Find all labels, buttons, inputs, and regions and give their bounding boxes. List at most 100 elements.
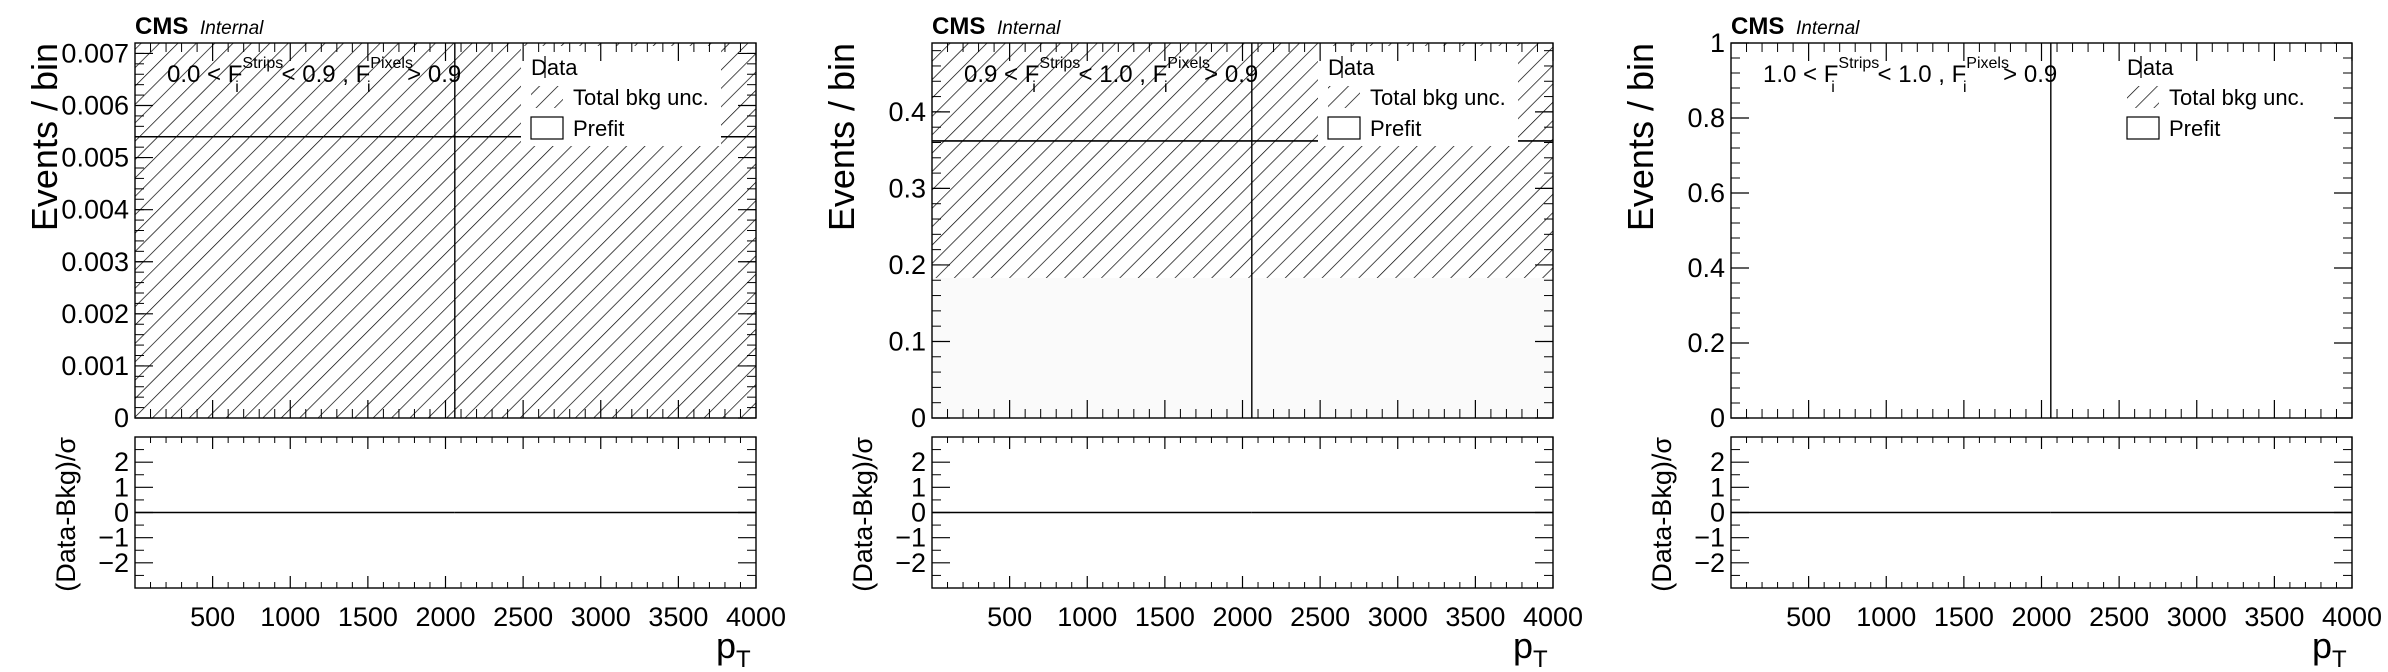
y-tick-label-3: 0.003: [61, 247, 129, 277]
band-below-fill: [932, 277, 1553, 418]
cms-label: CMS: [1731, 13, 1784, 40]
y-tick-label-5: 0.005: [61, 143, 129, 173]
y-tick-label-0: 0: [911, 403, 926, 433]
ratio-axis-title: (Data-Bkg)/σ: [1647, 437, 1677, 592]
x-tick-label-2: 1500: [1934, 602, 1994, 632]
legend-bkg-unc-swatch: [1328, 86, 1360, 108]
ratio-tick-label-2: 0: [114, 498, 129, 528]
cms-label: CMS: [135, 13, 188, 40]
legend-prefit-swatch: [1327, 116, 1361, 140]
x-tick-label-3: 2000: [1212, 602, 1272, 632]
cut-pixels-sup: Pixels: [370, 55, 413, 72]
x-tick-label-6: 3500: [2244, 602, 2304, 632]
cut-pixels-sup: Pixels: [1966, 55, 2009, 72]
x-axis-title: pT: [2312, 625, 2347, 672]
ratio-tick-label-2: 0: [1710, 498, 1725, 528]
selection-label: 0.0 < FStrips i < 0.9 , FPixels i > 0.9: [167, 55, 461, 96]
y-tick-label-1: 0.2: [1687, 328, 1725, 358]
x-tick-label-7: 4000: [1523, 602, 1583, 632]
legend-prefit-label: Prefit: [573, 116, 624, 141]
cut-pixels-sup: Pixels: [1167, 55, 1210, 72]
x-tick-label-4: 2500: [1290, 602, 1350, 632]
y-axis-title: Events / bin: [821, 43, 862, 231]
cut-f1: < F: [997, 61, 1039, 88]
ratio-tick-label-4: −2: [895, 548, 926, 578]
ratio-tick-label-3: −1: [98, 523, 129, 553]
y-tick-label-1: 0.1: [888, 326, 926, 356]
cut-f2: , F: [1932, 61, 1967, 88]
x-tick-label-0: 500: [190, 602, 235, 632]
x-axis-title-sub: T: [736, 646, 751, 672]
y-tick-label-2: 0.4: [1687, 253, 1725, 283]
x-tick-label-7: 4000: [726, 602, 786, 632]
cut-lo: 1.0: [1763, 61, 1796, 88]
ratio-tick-label-0: 2: [114, 447, 129, 477]
x-tick-label-2: 1500: [338, 602, 398, 632]
legend-bkg-unc-label: Total bkg unc.: [1370, 85, 1506, 110]
selection-label: 0.9 < FStrips i < 1.0 , FPixels i > 0.9: [964, 55, 1258, 96]
x-axis-title-p: p: [1513, 625, 1533, 666]
cut-hi: 0.9: [302, 61, 335, 88]
x-axis-title-sub: T: [2332, 646, 2347, 672]
y-tick-label-0: 0: [114, 403, 129, 433]
x-tick-label-0: 500: [987, 602, 1032, 632]
legend-prefit-label: Prefit: [1370, 116, 1421, 141]
y-tick-label-3: 0.3: [888, 173, 926, 203]
y-tick-label-5: 1: [1710, 28, 1725, 58]
cut-strips-sup: Strips: [242, 55, 283, 72]
cut-gt: >: [1198, 61, 1225, 88]
ratio-tick-label-1: 1: [114, 472, 129, 502]
cut-sub-1: i: [1032, 79, 1036, 96]
y-tick-label-4: 0.8: [1687, 103, 1725, 133]
cut-lt-2: <: [282, 61, 303, 88]
x-tick-label-1: 1000: [260, 602, 320, 632]
ratio-axis-title: (Data-Bkg)/σ: [848, 437, 878, 592]
ratio-tick-label-0: 2: [1710, 447, 1725, 477]
legend-bkg-unc-label: Total bkg unc.: [573, 85, 709, 110]
x-tick-label-1: 1000: [1057, 602, 1117, 632]
y-axis-title: Events / bin: [24, 43, 65, 231]
ratio-tick-label-4: −2: [1694, 548, 1725, 578]
cut-f1: < F: [1796, 61, 1838, 88]
internal-label: Internal: [997, 18, 1061, 39]
y-axis-title: Events / bin: [1620, 43, 1661, 231]
legend: Data Total bkg unc. Prefit: [1318, 46, 1518, 146]
x-tick-label-7: 4000: [2322, 602, 2382, 632]
y-tick-label-0: 0: [1710, 403, 1725, 433]
ratio-tick-label-1: 1: [1710, 472, 1725, 502]
y-tick-label-1: 0.001: [61, 351, 129, 381]
x-tick-label-3: 2000: [415, 602, 475, 632]
ratio-tick-label-3: −1: [1694, 523, 1725, 553]
cut-lo: 0.0: [167, 61, 200, 88]
x-tick-label-2: 1500: [1135, 602, 1195, 632]
y-tick-label-3: 0.6: [1687, 178, 1725, 208]
y-tick-label-7: 0.007: [61, 38, 129, 68]
cut-sub-2: i: [367, 79, 371, 96]
legend-prefit-swatch: [530, 116, 564, 140]
x-tick-label-5: 3000: [1368, 602, 1428, 632]
legend-prefit-label: Prefit: [2169, 116, 2220, 141]
cut-strips-sup: Strips: [1838, 55, 1879, 72]
cms-label: CMS: [932, 13, 985, 40]
cut-pix: 0.9: [428, 61, 461, 88]
selection-label: 1.0 < FStrips i < 1.0 , FPixels i > 0.9: [1763, 55, 2057, 96]
legend: Data Total bkg unc. Prefit: [2117, 46, 2317, 146]
x-tick-label-3: 2000: [2011, 602, 2071, 632]
cut-sub-1: i: [1831, 79, 1835, 96]
x-tick-label-6: 3500: [648, 602, 708, 632]
y-tick-label-4: 0.4: [888, 97, 926, 127]
y-tick-label-6: 0.006: [61, 91, 129, 121]
ratio-tick-label-0: 2: [911, 447, 926, 477]
x-axis-title: pT: [716, 625, 751, 672]
legend-bkg-unc-swatch: [531, 86, 563, 108]
ratio-tick-label-1: 1: [911, 472, 926, 502]
cut-pix: 0.9: [1225, 61, 1258, 88]
cut-strips-sup: Strips: [1039, 55, 1080, 72]
legend-prefit-swatch: [2126, 116, 2160, 140]
cut-gt: >: [1997, 61, 2024, 88]
cut-pix: 0.9: [2024, 61, 2057, 88]
y-tick-label-4: 0.004: [61, 195, 129, 225]
